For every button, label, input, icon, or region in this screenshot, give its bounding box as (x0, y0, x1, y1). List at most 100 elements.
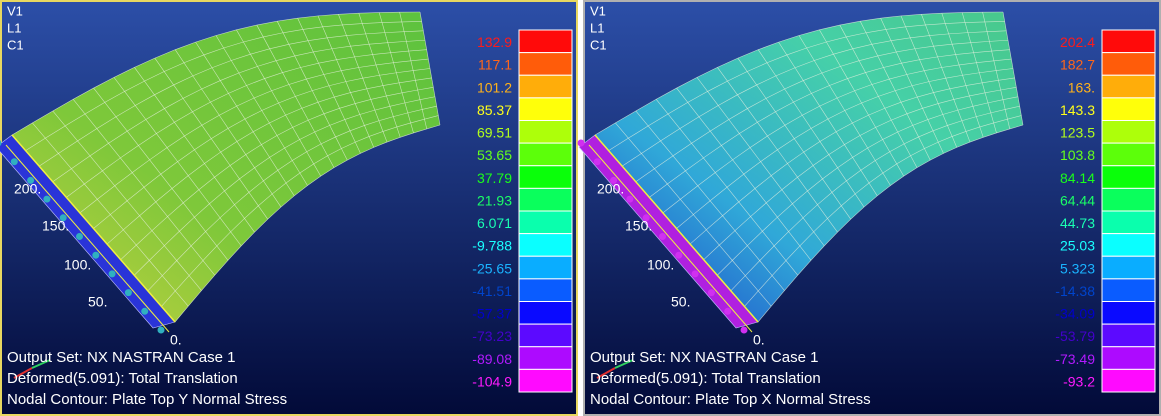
colorbar-label: 25.03 (1060, 238, 1095, 254)
colorbar-cell (1102, 256, 1155, 279)
footer-line: Nodal Contour: Plate Top Y Normal Stress (7, 391, 287, 408)
colorbar-cell (1102, 324, 1155, 347)
axis-tick-label: 50. (88, 294, 107, 310)
axis-tick-label: 100. (647, 257, 674, 273)
colorbar-cell (1102, 279, 1155, 302)
colorbar-label: -41.51 (472, 283, 512, 299)
colorbar-label: 182.7 (1060, 57, 1095, 73)
strip-node (109, 270, 116, 277)
colorbar-cell (519, 53, 572, 76)
screen: V1 L1 C1 200. 150. 100. 50. 0. 132.9 117.1 101.2 85… (0, 0, 1161, 416)
colorbar-label: -25.65 (472, 260, 512, 276)
colorbar-label: 117.1 (478, 57, 512, 73)
colorbar-label: 64.44 (1060, 192, 1095, 208)
strip-node (708, 289, 715, 296)
strip-node (659, 233, 666, 240)
colorbar-cell (519, 121, 572, 144)
colorbar-label: 101.2 (477, 79, 512, 95)
footer-line: Output Set: NX NASTRAN Case 1 (7, 349, 235, 366)
axis-tick-label: 0. (753, 332, 765, 348)
colorbar-cell (519, 369, 572, 392)
strip-node (675, 252, 682, 259)
axis-tick-label: 150. (625, 218, 652, 234)
colorbar-label: 85.37 (477, 102, 512, 118)
view-panel: V1 L1 C1 200. 150. 100. 50. 0. 132.9 117.1 101.2 85… (0, 1, 577, 415)
colorbar-cell (1102, 347, 1155, 370)
colorbar-cell (1102, 188, 1155, 211)
strip-node (626, 196, 633, 203)
colorbar-label: 103.8 (1060, 147, 1095, 163)
strip-node (125, 289, 132, 296)
strip-node (158, 327, 165, 334)
strip-node (141, 308, 148, 315)
colorbar-cell (519, 234, 572, 257)
colorbar-label: 37.79 (477, 170, 512, 186)
colorbar-label: -93.2 (1063, 373, 1095, 389)
strip-node (578, 140, 585, 147)
colorbar-cell (1102, 30, 1155, 53)
view-label: V1 (590, 3, 606, 18)
view-label: V1 (7, 3, 23, 18)
axis-tick-label: 100. (64, 257, 91, 273)
footer-line: Deformed(5.091): Total Translation (7, 370, 238, 387)
axis-tick-label: 200. (597, 181, 624, 197)
axis-tick-label: 200. (14, 181, 41, 197)
colorbar-cell (1102, 211, 1155, 234)
colorbar-label: -104.9 (472, 373, 512, 389)
colorbar-label: -57.37 (472, 306, 512, 322)
colorbar-label: -89.08 (472, 351, 512, 367)
colorbar-label: 84.14 (1060, 170, 1095, 186)
colorbar-cell (519, 324, 572, 347)
axis-tick-label: 50. (671, 294, 690, 310)
colorbar-label: 123.5 (1060, 125, 1095, 141)
colorbar-cell (519, 188, 572, 211)
view-label: L1 (7, 20, 21, 35)
colorbar-label: 6.071 (477, 215, 512, 231)
view-label: C1 (590, 37, 607, 52)
colorbar-label: -53.79 (1055, 328, 1095, 344)
view-panel: V1 L1 C1 200. 150. 100. 50. 0. 202.4 182.7 163. 143… (578, 1, 1161, 415)
axis-tick-label: 150. (42, 218, 69, 234)
colorbar-cell (519, 143, 572, 166)
colorbar-label: 143.3 (1060, 102, 1095, 118)
colorbar-cell (519, 98, 572, 121)
colorbar-label: -14.38 (1055, 283, 1095, 299)
axis-tick-label: 0. (170, 332, 182, 348)
colorbar-label: 132.9 (477, 34, 512, 50)
colorbar-label: -73.23 (472, 328, 512, 344)
colorbar-cell (1102, 98, 1155, 121)
colorbar-label: 5.323 (1060, 260, 1095, 276)
strip-node (76, 233, 83, 240)
strip-node (692, 270, 699, 277)
strip-node (92, 252, 99, 259)
strip-node (594, 158, 601, 165)
strip-node (43, 196, 50, 203)
colorbar-cell (1102, 166, 1155, 189)
colorbar-cell (519, 166, 572, 189)
colorbar-cell (1102, 121, 1155, 144)
colorbar-cell (1102, 75, 1155, 98)
footer-line: Deformed(5.091): Total Translation (590, 370, 821, 387)
colorbar-label: 53.65 (477, 147, 512, 163)
colorbar-label: 44.73 (1060, 215, 1095, 231)
colorbar-cell (1102, 53, 1155, 76)
colorbar-cell (519, 279, 572, 302)
colorbar-label: -73.49 (1055, 351, 1095, 367)
colorbar-label: 202.4 (1060, 34, 1095, 50)
view-label: L1 (590, 20, 604, 35)
colorbar-label: 163. (1068, 79, 1095, 95)
colorbar-label: -9.788 (472, 238, 512, 254)
colorbar-cell (519, 75, 572, 98)
colorbar-label: -34.09 (1055, 306, 1095, 322)
view-label: C1 (7, 37, 24, 52)
strip-node (11, 158, 18, 165)
colorbar-cell (1102, 143, 1155, 166)
footer-line: Nodal Contour: Plate Top X Normal Stress (590, 391, 871, 408)
colorbar-label: 69.51 (477, 125, 512, 141)
strip-node (724, 308, 731, 315)
colorbar-cell (1102, 369, 1155, 392)
colorbar-label: 21.93 (477, 192, 512, 208)
strip-node (741, 327, 748, 334)
colorbar-cell (1102, 302, 1155, 325)
footer-line: Output Set: NX NASTRAN Case 1 (590, 349, 818, 366)
